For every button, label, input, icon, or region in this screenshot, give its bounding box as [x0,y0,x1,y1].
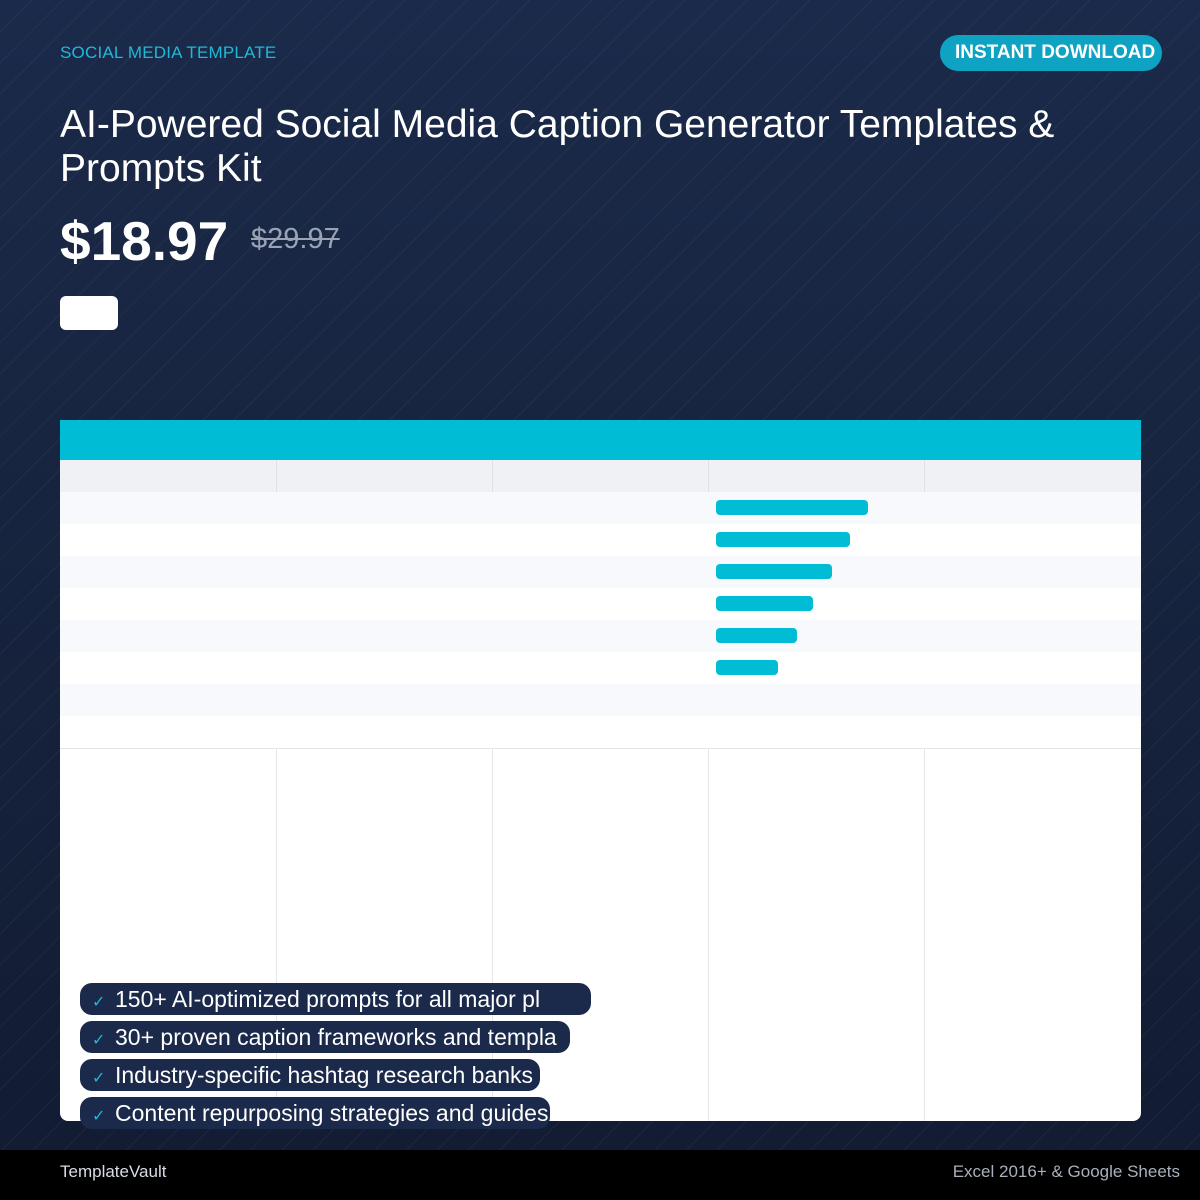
check-icon: ✓ [92,1108,106,1125]
column-divider [492,460,493,492]
compatibility-note: Excel 2016+ & Google Sheets [952,1162,1180,1181]
footer: TemplateVault Excel 2016+ & Google Sheet… [0,1150,1200,1200]
table-row [60,524,1141,556]
table-row [60,556,1141,588]
check-icon: ✓ [92,1032,106,1049]
feature-pill: ✓ 150+ AI-optimized prompts for all major… [80,983,591,1015]
progress-bar [716,500,868,515]
progress-bar [716,628,797,643]
table-row [60,652,1141,684]
original-price: $29.97 [251,223,340,255]
row-divider [60,748,1141,749]
spreadsheet-preview [60,420,1141,1121]
feature-text: Content repurposing strategies and guide… [115,1100,549,1126]
instant-download-badge: INSTANT DOWNLOAD [940,35,1162,71]
table-row [60,588,1141,620]
column-divider [708,748,709,1121]
progress-bar [716,532,850,547]
progress-bar [716,660,778,675]
column-divider [708,460,709,492]
column-divider [924,748,925,1121]
feature-text: 150+ AI-optimized prompts for all major … [115,986,541,1012]
product-title: AI-Powered Social Media Caption Generato… [60,103,1055,190]
blank-chip [60,296,118,330]
table-row [60,684,1141,716]
check-icon: ✓ [92,994,106,1011]
feature-pill: ✓ 30+ proven caption frameworks and templ… [80,1021,570,1053]
check-icon: ✓ [92,1070,106,1087]
current-price: $18.97 [60,210,229,272]
column-divider [924,460,925,492]
column-divider [492,748,493,1121]
column-header-row [60,460,1141,492]
sheet-header-bar [60,420,1141,460]
feature-text: 30+ proven caption frameworks and templa [115,1024,557,1050]
progress-bar [716,564,832,579]
table-row [60,492,1141,524]
category-label: SOCIAL MEDIA TEMPLATE [60,43,277,62]
brand-name: TemplateVault [60,1162,167,1181]
column-divider [276,460,277,492]
feature-pill: ✓ Industry-specific hashtag research bank… [80,1059,540,1091]
table-row [60,716,1141,748]
feature-pill: ✓ Content repurposing strategies and guid… [80,1097,550,1129]
feature-text: Industry-specific hashtag research banks [115,1062,534,1088]
column-divider [276,748,277,1121]
progress-bar [716,596,813,611]
table-row [60,620,1141,652]
